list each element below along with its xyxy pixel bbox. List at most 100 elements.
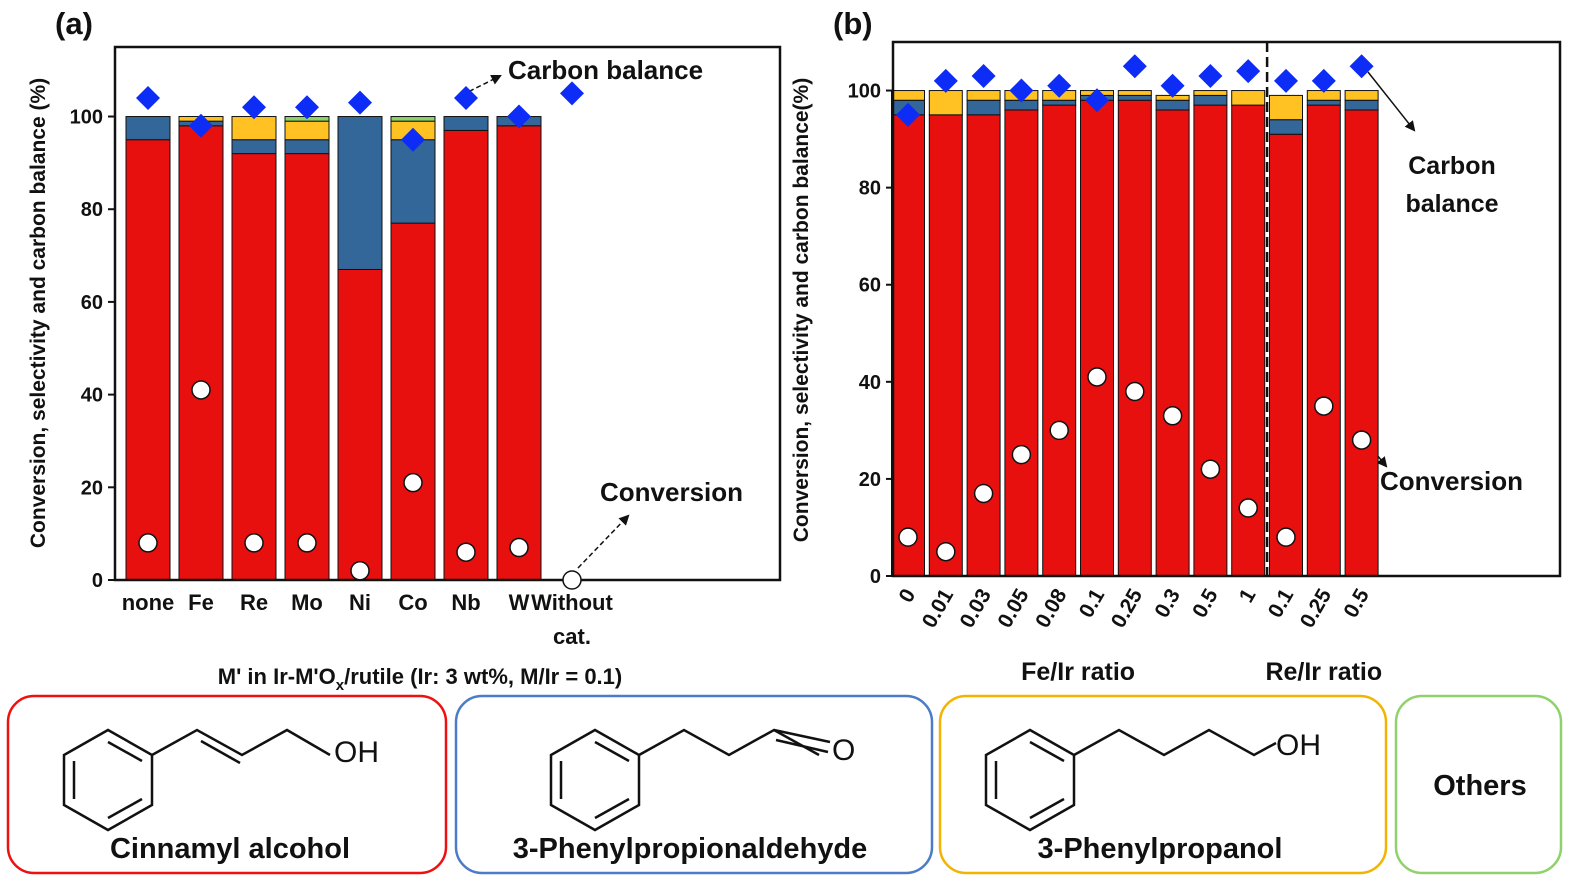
y-tick-label: 80 xyxy=(859,178,881,200)
bar-segment xyxy=(1155,109,1190,577)
x-tick-label: 0.1 xyxy=(1264,585,1299,622)
x-tick-label: 0.25 xyxy=(1107,585,1148,632)
x-tick-label: 0.3 xyxy=(1150,585,1185,622)
panel-label: (b) xyxy=(833,6,873,41)
carbon-balance-point xyxy=(1198,63,1223,88)
y-tick-label: 0 xyxy=(92,570,103,592)
bar-segment xyxy=(891,90,925,101)
bar-segment xyxy=(390,222,436,581)
conversion-point xyxy=(191,380,211,400)
x-axis-label-part: x xyxy=(336,677,345,694)
conversion-point xyxy=(1087,367,1107,387)
carbon-balance-point xyxy=(896,102,920,127)
x-axis-label-part: /rutile (Ir: 3 wt%, M/Ir = 0.1) xyxy=(344,664,622,689)
bar-segment xyxy=(496,125,542,581)
plot-frame xyxy=(891,40,1562,578)
legend-box xyxy=(938,694,1388,875)
plot-frame xyxy=(113,45,782,582)
bar-segment xyxy=(1193,104,1228,577)
bar-segment xyxy=(390,139,436,224)
conversion-point xyxy=(509,537,529,558)
atom-label: OH xyxy=(1276,729,1321,762)
bar-segment xyxy=(1080,99,1114,577)
legend-label: Others xyxy=(1433,770,1526,802)
bar-segment xyxy=(966,90,1001,101)
x-tick-label: none xyxy=(122,590,175,615)
carbon-balance-point xyxy=(189,113,213,138)
y-tick-label: 40 xyxy=(859,372,881,394)
y-axis-label: Conversion, selectivity and carbon balan… xyxy=(790,78,813,542)
conversion-point xyxy=(936,541,956,562)
bar-segment xyxy=(284,120,330,141)
bar-segment xyxy=(1269,119,1303,135)
carbon-balance-point xyxy=(242,95,266,120)
bar-segment xyxy=(1344,99,1379,111)
conversion-point xyxy=(244,533,264,553)
x-tick-label: W xyxy=(509,590,530,615)
x-tick-label: 0.08 xyxy=(1031,585,1072,632)
y-tick-label: 20 xyxy=(81,477,103,499)
carbon-balance-point xyxy=(1122,54,1147,79)
bar-segment xyxy=(966,99,1001,116)
carbon-balance-point xyxy=(1311,68,1336,93)
panel-label: (a) xyxy=(55,6,93,41)
conversion-point xyxy=(456,542,476,562)
carbon-balance-point xyxy=(295,95,319,120)
bar-segment xyxy=(1117,94,1152,101)
carbon-balance-point xyxy=(1274,68,1298,93)
x-tick-label: 0.01 xyxy=(918,585,959,632)
carbon-balance-point xyxy=(1160,73,1185,98)
y-tick-label: 100 xyxy=(70,107,103,129)
atom-label: OH xyxy=(334,736,379,769)
x-tick-label: Co xyxy=(398,590,427,615)
bar-segment xyxy=(1231,104,1266,577)
x-axis-label: M' in Ir-M'Ox/rutile (Ir: 3 wt%, M/Ir = … xyxy=(218,664,622,694)
bar-segment xyxy=(1231,90,1266,106)
bar-segment xyxy=(1344,109,1379,577)
arrow xyxy=(577,514,630,569)
conversion-point xyxy=(1162,406,1183,426)
x-tick-label: 0.1 xyxy=(1075,585,1110,622)
bar-segment xyxy=(1193,90,1228,96)
y-tick-label: 40 xyxy=(81,385,103,407)
conversion-point xyxy=(973,483,994,504)
bar-segment xyxy=(1042,99,1077,106)
bar-segment xyxy=(231,116,277,141)
bar-segment xyxy=(1042,104,1077,577)
arrow xyxy=(461,75,502,96)
conversion-point xyxy=(1276,527,1296,547)
conversion-point xyxy=(1200,459,1221,479)
x-tick-label: 1 xyxy=(1235,585,1261,607)
conversion-point xyxy=(562,570,582,590)
x-tick-label: Fe xyxy=(188,590,214,615)
carbon-balance-point xyxy=(1009,78,1034,103)
x-tick-label: 0.25 xyxy=(1296,585,1337,632)
carbon-balance-point xyxy=(507,104,531,129)
bar-segment xyxy=(390,116,436,122)
legend: OH O OH Cinnamyl alcohol 3-Phenylpropion… xyxy=(6,694,1563,875)
bar-segment xyxy=(125,116,171,141)
group-label: Re/Ir ratio xyxy=(1265,658,1382,686)
carbon-balance-point xyxy=(1085,88,1109,113)
y-tick-label: 100 xyxy=(848,81,881,103)
legend-box xyxy=(1394,694,1563,875)
bar-segment xyxy=(178,125,224,581)
conversion-point xyxy=(350,560,370,581)
bar-segment xyxy=(1193,94,1228,106)
conversion-point xyxy=(1238,498,1258,518)
bar-segment xyxy=(1306,99,1341,106)
bar-segment xyxy=(928,114,963,577)
bar-segment xyxy=(1155,99,1190,111)
conversion-point xyxy=(1011,444,1032,465)
x-tick-label: 0.5 xyxy=(1339,585,1374,622)
carbon-balance-point xyxy=(401,127,425,152)
conversion-point xyxy=(1125,381,1145,402)
bar-segment xyxy=(443,116,489,131)
bar-segment xyxy=(337,268,383,581)
bar-segment xyxy=(1004,109,1039,577)
conversion-point xyxy=(1049,420,1069,441)
x-axis-label-part: M' in Ir-M'O xyxy=(218,664,336,689)
conversion-point xyxy=(1351,430,1372,450)
molecule xyxy=(984,728,1277,832)
